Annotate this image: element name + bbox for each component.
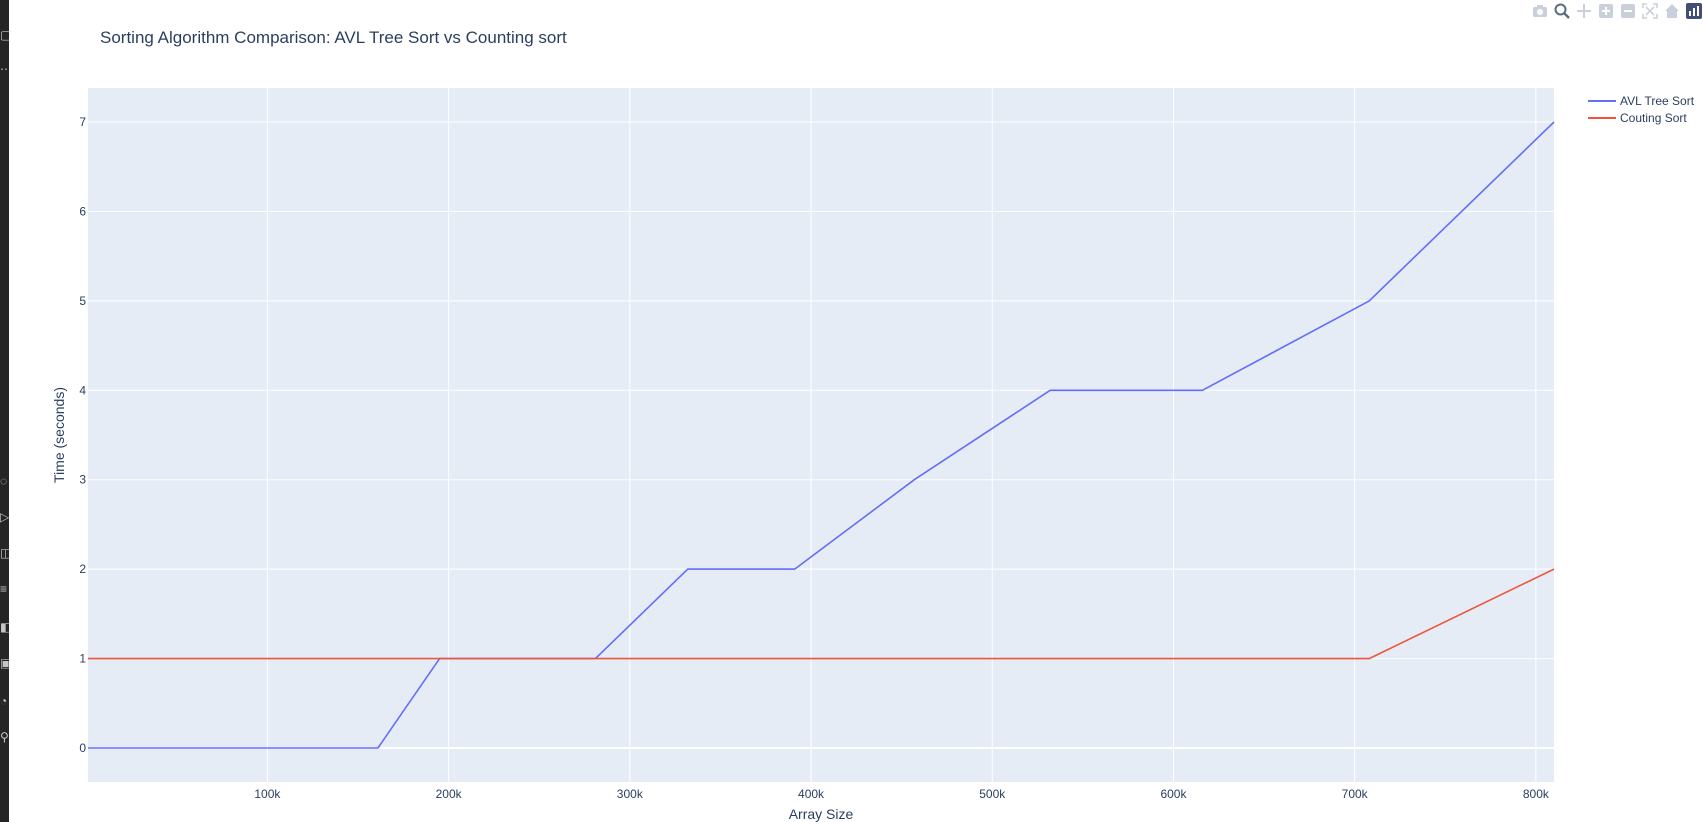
x-tick-label: 200k: [436, 787, 463, 801]
legend[interactable]: AVL Tree Sort Couting Sort: [1588, 94, 1695, 125]
y-tick-label: 4: [79, 383, 86, 397]
terminal-icon[interactable]: ▣: [0, 656, 9, 670]
x-tick-label: 600k: [1160, 787, 1187, 801]
y-tick-label: 5: [79, 294, 86, 308]
series-lines: [88, 121, 1555, 749]
more-icon[interactable]: ⋯: [0, 62, 9, 76]
zoom-icon[interactable]: [1553, 2, 1571, 20]
tick-labels: 100k 200k 300k 400k 500k 600k 700k 800k 0 1 2 3 4 5 6 7: [79, 115, 1550, 801]
legend-label[interactable]: AVL Tree Sort: [1620, 94, 1695, 108]
account-icon[interactable]: ⚲: [0, 730, 9, 744]
y-tick-label: 6: [79, 204, 86, 218]
y-tick-label: 0: [79, 741, 86, 755]
x-tick-label: 300k: [617, 787, 644, 801]
x-tick-label: 400k: [798, 787, 825, 801]
zoom-out-icon[interactable]: [1619, 2, 1637, 20]
camera-icon[interactable]: [1531, 2, 1549, 20]
series-line-0[interactable]: [88, 121, 1555, 749]
series-line-1[interactable]: [88, 568, 1555, 660]
x-tick-label: 500k: [979, 787, 1006, 801]
reset-axes-icon[interactable]: [1663, 2, 1681, 20]
x-tick-label: 700k: [1342, 787, 1369, 801]
chart-title: Sorting Algorithm Comparison: AVL Tree S…: [100, 28, 567, 47]
debug-icon[interactable]: ◌: [0, 474, 8, 488]
modebar: [1531, 2, 1703, 20]
history-icon[interactable]: ◔: [0, 694, 8, 708]
x-axis-title: Array Size: [789, 806, 854, 822]
zoom-in-icon[interactable]: [1597, 2, 1615, 20]
x-tick-label: 100k: [254, 787, 281, 801]
legend-label[interactable]: Couting Sort: [1620, 111, 1687, 125]
y-tick-label: 2: [79, 562, 86, 576]
plotly-logo-icon[interactable]: [1685, 2, 1703, 20]
run-icon[interactable]: ▷: [0, 510, 9, 524]
y-tick-label: 3: [79, 473, 86, 487]
extensions-icon[interactable]: ◫: [0, 546, 9, 560]
plot-background: [88, 88, 1554, 782]
source-control-icon[interactable]: ◧: [0, 620, 9, 634]
y-tick-label: 1: [79, 652, 86, 666]
x-tick-label: 800k: [1523, 787, 1550, 801]
y-tick-label: 7: [79, 115, 86, 129]
pan-icon[interactable]: [1575, 2, 1593, 20]
y-axis-title: Time (seconds): [51, 387, 67, 483]
layers-icon[interactable]: ≡: [0, 582, 8, 596]
autoscale-icon[interactable]: [1641, 2, 1659, 20]
explorer-icon[interactable]: ▢: [0, 28, 9, 42]
editor-activity-bar: ▢ ⋯ ◌ ▷ ◫ ≡ ◧ ▣ ◔ ⚲: [0, 0, 9, 822]
